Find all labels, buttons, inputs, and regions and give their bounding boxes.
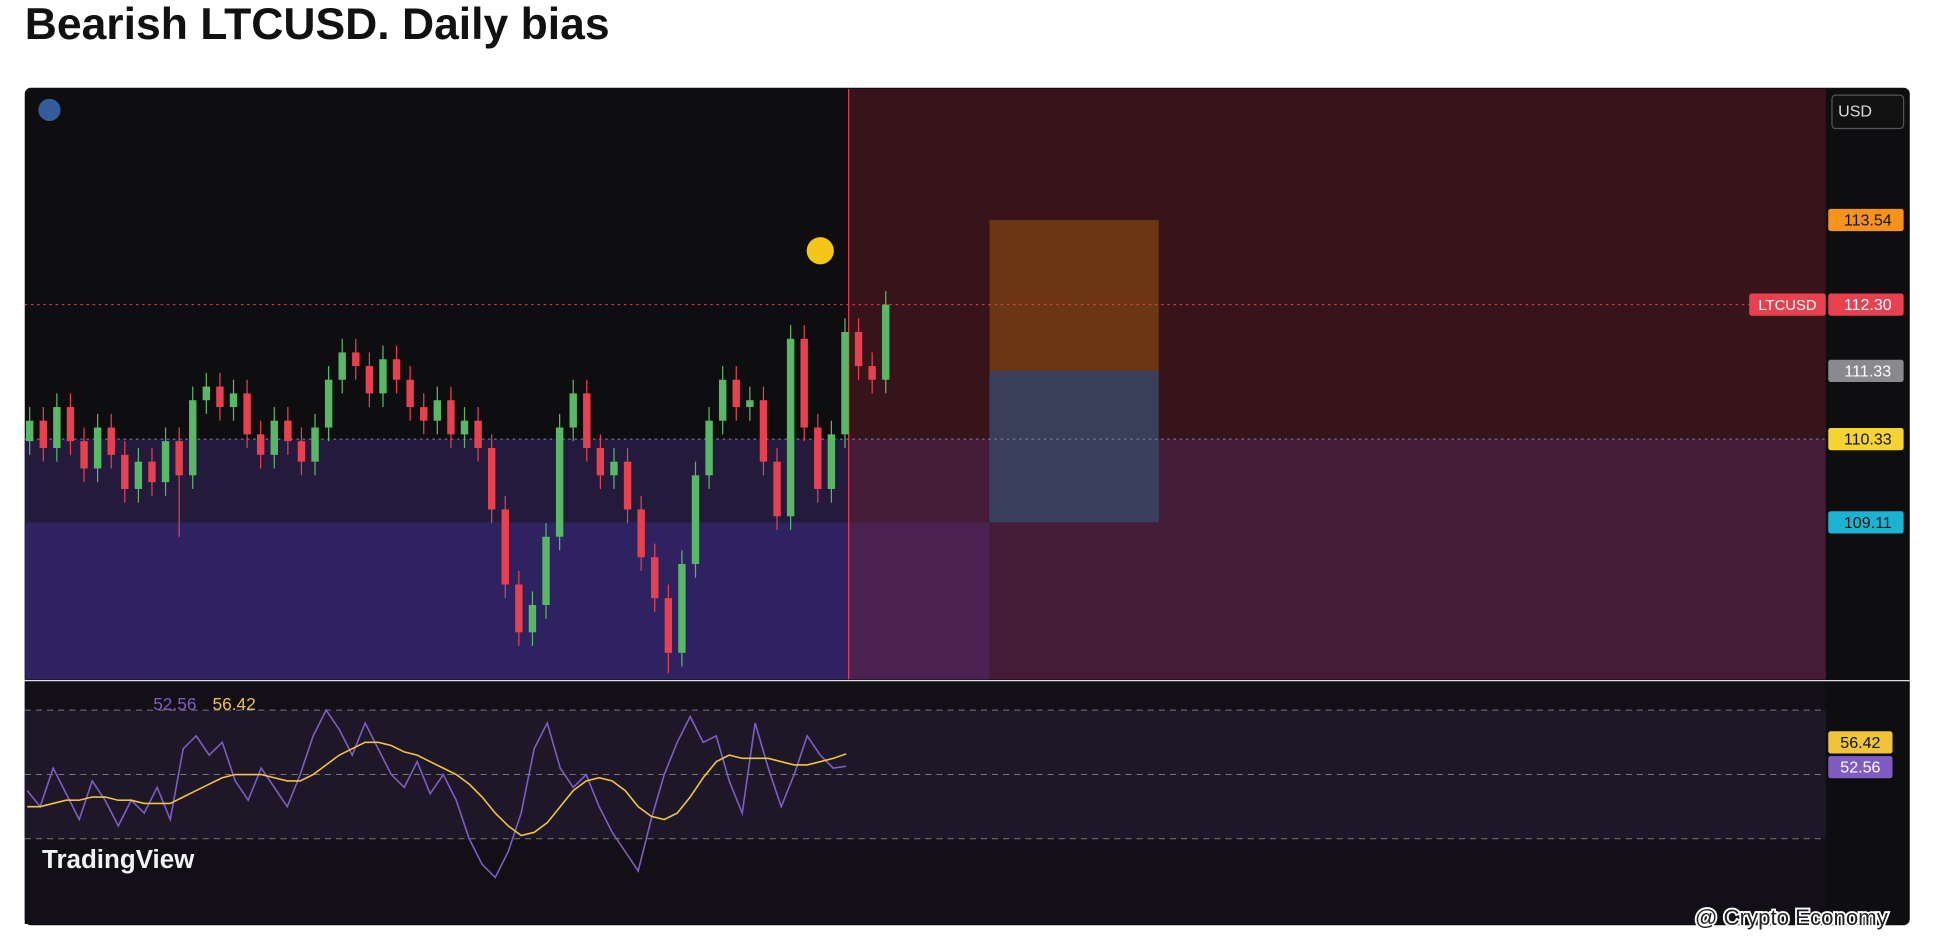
candle-body [379, 359, 387, 394]
candle-body [515, 584, 523, 633]
candle-body [664, 598, 673, 653]
candle-body [732, 379, 740, 408]
rsi-band [24, 710, 1826, 839]
rsi-tag-label: 56.42 [1840, 734, 1880, 752]
currency-label: USD [1838, 103, 1872, 121]
candle-body [148, 461, 156, 483]
candle-body [691, 475, 700, 565]
candle-body [786, 338, 795, 517]
candle-body [433, 400, 442, 421]
candle-body [623, 461, 632, 510]
rsi-legend-value: 56.42 [213, 694, 256, 714]
candle-body [447, 400, 455, 435]
emoji-icon [806, 237, 834, 265]
candle-body [678, 564, 686, 653]
price-tag [1828, 511, 1904, 534]
candle-body [25, 420, 34, 442]
price-tag-label: 113.54 [1844, 211, 1892, 229]
price-tag-label: 111.33 [1844, 362, 1891, 380]
candle-body [596, 448, 605, 476]
candle-body [841, 331, 849, 435]
candle-body [297, 441, 306, 462]
position-stop [989, 370, 1159, 523]
candle-body [569, 393, 577, 428]
candle-body [487, 448, 496, 510]
candle-body [528, 605, 537, 633]
symbol-icon [38, 98, 61, 122]
candle-body [610, 461, 618, 476]
candle-body [759, 400, 768, 462]
rsi-line [27, 741, 847, 837]
candle-body [352, 352, 360, 367]
price-tag [1828, 428, 1904, 451]
candle-body [338, 352, 346, 380]
candle-body [80, 441, 88, 469]
candle-body [542, 536, 550, 606]
candle-body [66, 407, 75, 442]
candle-body [365, 366, 374, 394]
candle-body [474, 420, 482, 449]
candle-body [324, 379, 333, 428]
price-tag-label: 112.30 [1844, 296, 1892, 314]
candle-body [311, 427, 319, 462]
candle-body [93, 427, 102, 469]
price-tag-label: 109.11 [1844, 514, 1892, 532]
currency-button[interactable] [1831, 94, 1905, 130]
candle-body [202, 386, 211, 401]
price-tag [1828, 208, 1904, 232]
candle-body [718, 379, 727, 421]
candle-body [814, 427, 822, 489]
symbol-tag-label: LTCUSD [1758, 298, 1816, 314]
candle-body [746, 400, 754, 408]
candle-body [827, 434, 836, 489]
candle-body [501, 509, 509, 585]
candle-body [420, 407, 428, 421]
price-tag [1828, 359, 1904, 382]
rsi-tag [1828, 756, 1893, 779]
brand-logo: TradingView [42, 846, 195, 874]
candle-body [882, 304, 890, 380]
candle-body [284, 420, 292, 442]
price-tag [1828, 293, 1904, 316]
candle-body [216, 386, 224, 408]
rsi-tag-label: 52.56 [1840, 759, 1880, 777]
candle-body [392, 359, 401, 380]
candle-body [229, 393, 238, 408]
candle-body [637, 509, 645, 558]
candle-body [175, 441, 183, 476]
position-target [989, 220, 1159, 371]
candle-body [53, 407, 61, 449]
symbol-tag [1749, 293, 1826, 316]
rsi-legend-value: 52.56 [153, 694, 196, 714]
candle-body [189, 400, 197, 476]
candle-body [705, 420, 713, 476]
rsi-tag [1828, 731, 1893, 754]
candle-body [256, 434, 265, 455]
candle-body [406, 379, 414, 408]
candle-body [107, 427, 115, 455]
candle-body [800, 338, 808, 428]
candle-body [161, 441, 170, 483]
price-tag-label: 110.33 [1844, 431, 1892, 449]
candle-body [773, 461, 781, 517]
candle-body [39, 420, 47, 449]
candle-body [583, 393, 591, 449]
candle-body [555, 427, 564, 537]
candle-body [243, 393, 251, 435]
candle-body [460, 420, 469, 435]
candle-body [270, 420, 278, 455]
candle-body [134, 461, 143, 489]
credit: @ Crypto Economy [1695, 905, 1889, 930]
candle-body [121, 454, 129, 489]
candle-body [651, 557, 659, 599]
candle-body [868, 366, 876, 380]
candle-body [854, 331, 863, 367]
page-title: Bearish LTCUSD. Daily bias [25, 0, 610, 49]
